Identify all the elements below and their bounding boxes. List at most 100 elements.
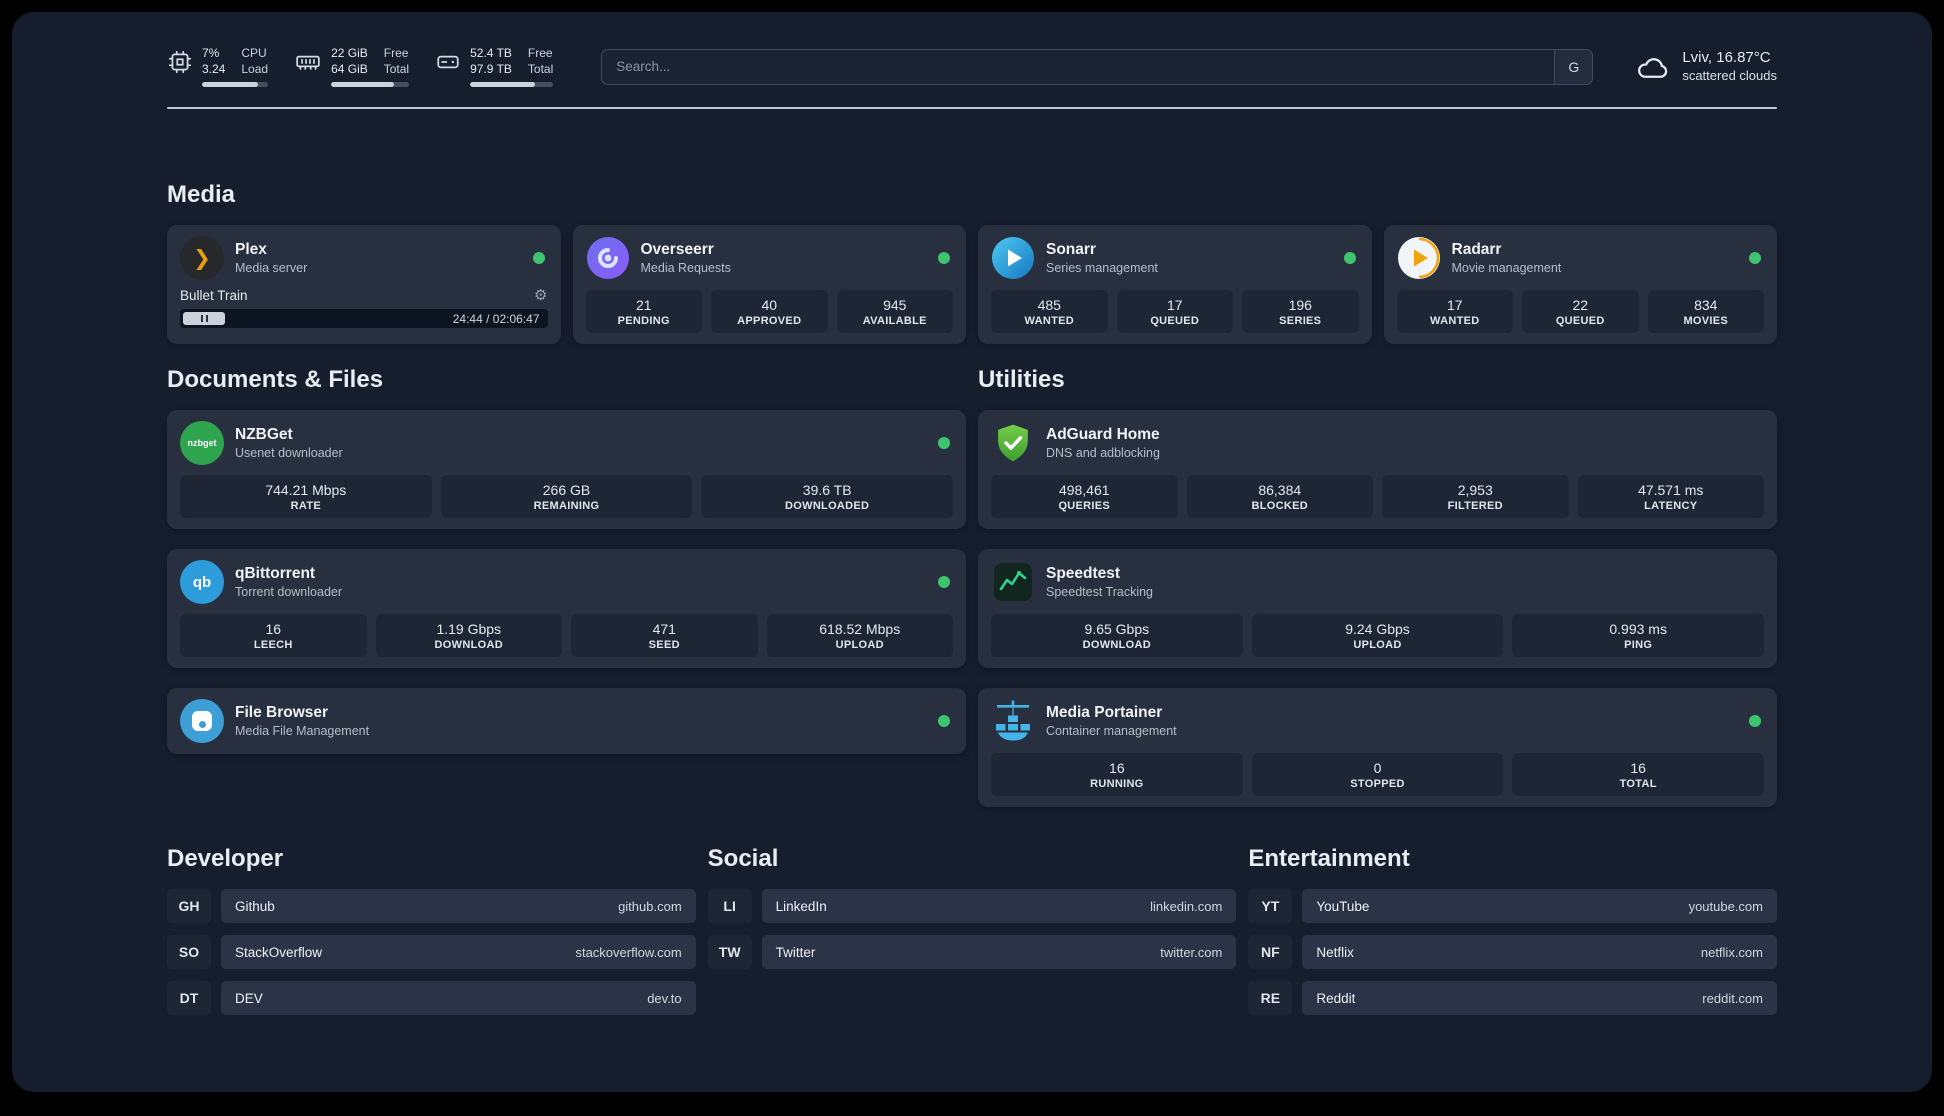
stat-tile: 471 SEED: [571, 614, 758, 658]
search-engine-button[interactable]: G: [1554, 49, 1593, 84]
bookmark-link-reddit[interactable]: Reddit reddit.com: [1302, 981, 1777, 1016]
cpu-percent: 7%: [202, 46, 220, 60]
cpu-monitor: 7% 3.24 CPU Load: [167, 46, 269, 88]
section-title-media: Media: [167, 181, 236, 209]
ram-icon: [296, 55, 320, 70]
radarr-icon: [1397, 236, 1441, 280]
stat-tile: 0 STOPPED: [1251, 753, 1504, 797]
section-title-social: Social: [707, 845, 779, 873]
bookmark-row-linkedin: LI LinkedIn linkedin.com: [707, 889, 1237, 924]
bookmark-link-netflix[interactable]: Netflix netflix.com: [1302, 935, 1777, 970]
adguard-icon: [991, 421, 1035, 465]
stat-tile: 9.24 Gbps UPLOAD: [1251, 614, 1504, 658]
now-playing-title: Bullet Train: [180, 288, 248, 304]
bookmark-row-twitter: TW Twitter twitter.com: [707, 935, 1237, 970]
bookmark-row-youtube: YT YouTube youtube.com: [1248, 889, 1777, 924]
app-subtitle: Media server: [235, 261, 308, 276]
pause-button[interactable]: [183, 312, 225, 326]
stat-tile: 834 MOVIES: [1647, 290, 1764, 334]
bookmark-abbr: RE: [1248, 981, 1293, 1016]
playback-progress-bar[interactable]: 24:44 / 02:06:47: [180, 309, 548, 329]
stat-tile: 945 AVAILABLE: [836, 290, 953, 334]
app-subtitle: Speedtest Tracking: [1046, 585, 1154, 600]
ram-total: 64 GiB: [331, 61, 368, 76]
app-subtitle: Torrent downloader: [235, 585, 343, 600]
nzbget-icon: nzbget: [180, 421, 224, 466]
bookmark-row-netflix: NF Netflix netflix.com: [1248, 935, 1777, 970]
app-card-radarr[interactable]: Radarr Movie management 17 WANTED 22 QUEUE…: [1383, 225, 1777, 345]
stat-tile: 40 APPROVED: [711, 290, 828, 334]
app-subtitle: DNS and adblocking: [1046, 446, 1160, 461]
filebrowser-icon: [180, 699, 224, 744]
bookmark-link-dev[interactable]: DEV dev.to: [221, 981, 696, 1016]
app-card-qbittorrent[interactable]: qb qBittorrent Torrent downloader 16 LEEC…: [167, 549, 966, 669]
stat-tile: 2,953 FILTERED: [1382, 475, 1569, 519]
stat-tile: 498,461 QUERIES: [991, 475, 1178, 519]
stat-tile: 21 PENDING: [585, 290, 702, 334]
stat-tile: 9.65 Gbps DOWNLOAD: [991, 614, 1243, 658]
app-card-filebrowser[interactable]: File Browser Media File Management: [167, 688, 966, 755]
app-card-overseerr[interactable]: Overseerr Media Requests 21 PENDING 40 APP…: [572, 225, 966, 345]
bookmark-link-linkedin[interactable]: LinkedIn linkedin.com: [761, 889, 1237, 924]
bookmark-link-twitter[interactable]: Twitter twitter.com: [761, 935, 1237, 970]
cpu-label-1: CPU: [241, 46, 267, 60]
stat-tile: 22 QUEUED: [1522, 290, 1639, 334]
app-card-nzbget[interactable]: nzbget NZBGet Usenet downloader 744.21 M…: [167, 410, 966, 530]
app-name: Radarr: [1451, 241, 1502, 259]
app-name: File Browser: [235, 704, 329, 722]
app-subtitle: Movie management: [1451, 261, 1562, 276]
ram-label-1: Free: [383, 46, 409, 60]
search-input[interactable]: [602, 49, 1555, 84]
cpu-icon: [168, 50, 192, 74]
app-subtitle: Container management: [1046, 724, 1177, 739]
section-title-developer: Developer: [167, 845, 284, 873]
stat-tile: 17 QUEUED: [1116, 290, 1233, 334]
disk-free: 52.4 TB: [470, 46, 512, 60]
app-name: qBittorrent: [235, 565, 316, 583]
status-dot-online: [1749, 252, 1761, 265]
ram-label-2: Total: [383, 61, 410, 76]
search-box: G: [601, 48, 1594, 85]
app-card-speedtest[interactable]: Speedtest Speedtest Tracking 9.65 Gbps DO…: [978, 549, 1777, 669]
sonarr-icon: [991, 236, 1035, 280]
stat-tile: 618.52 Mbps UPLOAD: [766, 614, 953, 658]
bookmark-abbr: NF: [1248, 935, 1293, 970]
app-card-portainer[interactable]: Media Portainer Container management 16 R…: [978, 688, 1777, 808]
stat-tile: 744.21 Mbps RATE: [180, 475, 432, 519]
ram-monitor: 22 GiB 64 GiB Free Total: [294, 46, 410, 88]
app-subtitle: Media File Management: [235, 724, 370, 739]
disk-usage-bar: [470, 82, 554, 88]
stat-tile: 47.571 ms LATENCY: [1577, 475, 1764, 519]
app-subtitle: Media Requests: [640, 261, 731, 276]
system-monitors: 7% 3.24 CPU Load: [167, 46, 554, 88]
plex-icon: ❯: [180, 236, 224, 281]
stat-tile: 17 WANTED: [1396, 290, 1513, 334]
app-subtitle: Series management: [1046, 261, 1158, 276]
bookmark-link-stackoverflow[interactable]: StackOverflow stackoverflow.com: [221, 935, 696, 970]
overseerr-icon: [586, 236, 630, 280]
stat-tile: 86,384 BLOCKED: [1186, 475, 1373, 519]
stat-tile: 196 SERIES: [1242, 290, 1359, 334]
bookmark-link-youtube[interactable]: YouTube youtube.com: [1302, 889, 1777, 924]
stat-tile: 16 LEECH: [180, 614, 367, 658]
stat-tile: 16 TOTAL: [1512, 753, 1765, 797]
stat-tile: 266 GB REMAINING: [440, 475, 693, 519]
topbar: 7% 3.24 CPU Load: [167, 46, 1777, 88]
dashboard-frame: 7% 3.24 CPU Load: [12, 12, 1932, 1092]
app-subtitle: Usenet downloader: [235, 446, 343, 461]
cpu-loadavg: 3.24: [202, 61, 226, 76]
app-name: NZBGet: [235, 426, 293, 444]
stat-tile: 485 WANTED: [991, 290, 1108, 334]
app-card-plex[interactable]: ❯ Plex Media server Bullet Train ⚙: [167, 225, 561, 345]
app-card-sonarr[interactable]: Sonarr Series management 485 WANTED 17 QUE…: [978, 225, 1372, 345]
bookmark-abbr: SO: [167, 935, 211, 970]
bookmark-abbr: LI: [707, 889, 752, 924]
gear-icon[interactable]: ⚙: [534, 287, 548, 305]
app-card-adguard[interactable]: AdGuard Home DNS and adblocking 498,461 Q…: [978, 410, 1777, 530]
bookmark-link-github[interactable]: Github github.com: [221, 889, 696, 924]
app-name: Overseerr: [640, 241, 714, 259]
app-name: Sonarr: [1046, 241, 1096, 259]
status-dot-online: [938, 715, 950, 728]
ram-free: 22 GiB: [331, 46, 368, 60]
app-name: AdGuard Home: [1046, 426, 1160, 444]
